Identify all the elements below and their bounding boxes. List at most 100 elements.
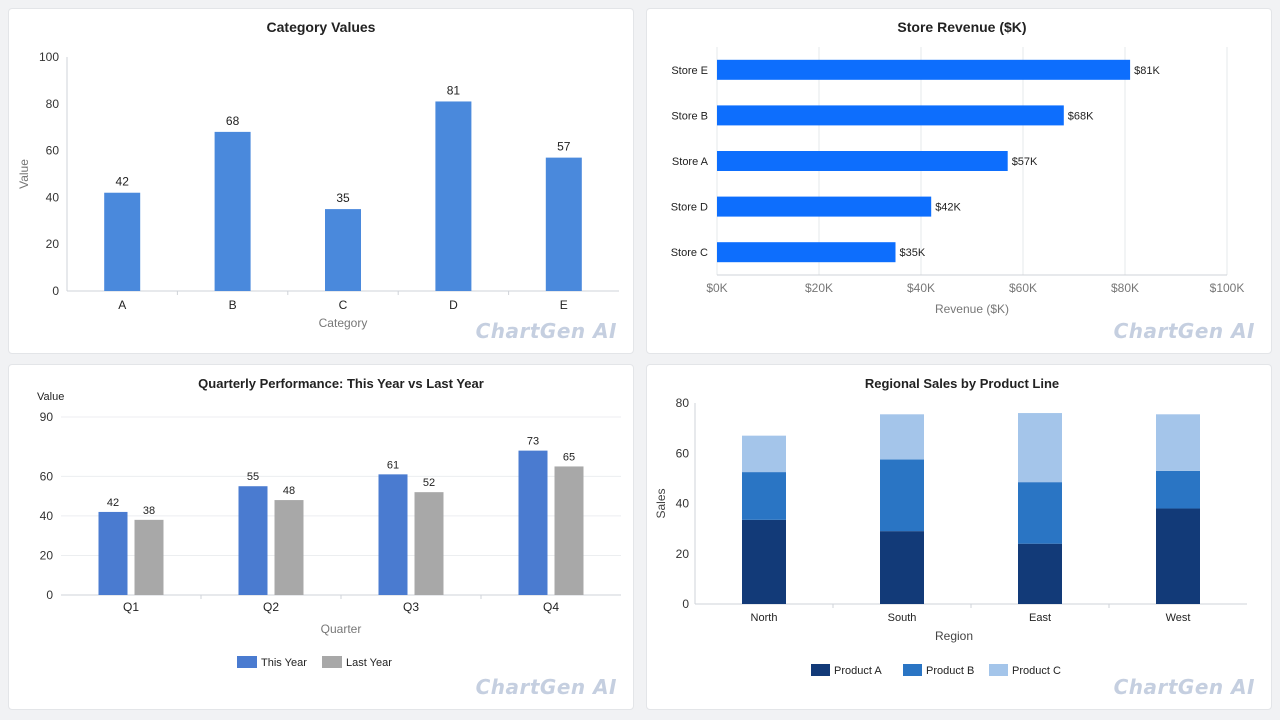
- data-label: 48: [283, 485, 295, 497]
- y-tick-label: Store C: [671, 247, 708, 259]
- x-tick-label: East: [1029, 612, 1051, 624]
- bar-segment: [880, 414, 924, 460]
- data-label: $57K: [1012, 156, 1038, 168]
- bar: [238, 486, 268, 595]
- x-tick-label: $40K: [907, 281, 935, 295]
- x-tick-label: A: [118, 298, 126, 312]
- x-axis-label: Region: [935, 629, 973, 643]
- y-tick-label: 40: [676, 497, 690, 511]
- x-tick-label: Q3: [403, 600, 419, 614]
- bar: [104, 192, 141, 291]
- store-revenue-chart: Store Revenue ($K) $0K $20K $40K $60K $80K $10…: [671, 19, 1245, 316]
- y-axis-label: Value: [17, 159, 31, 189]
- data-label: $35K: [900, 247, 926, 259]
- x-axis-label: Revenue ($K): [935, 302, 1009, 316]
- y-tick-label: 0: [682, 597, 689, 611]
- bar-segment: [880, 459, 924, 532]
- bar-segment: [742, 519, 786, 604]
- x-tick-label: Q1: [123, 600, 139, 614]
- y-tick-label: 60: [46, 144, 60, 158]
- y-tick-label: 0: [52, 284, 59, 298]
- bar: [214, 131, 251, 291]
- data-label: $68K: [1068, 110, 1094, 122]
- bar: [134, 519, 164, 595]
- bar: [378, 474, 408, 595]
- bar-segment: [1018, 543, 1062, 604]
- y-tick-label: 40: [46, 190, 60, 204]
- bar: [545, 157, 582, 291]
- y-tick-label: 80: [676, 396, 690, 410]
- y-tick-label: 100: [39, 50, 59, 64]
- quarterly-performance-chart: Quarterly Performance: This Year vs Last…: [37, 376, 621, 669]
- category-values-chart: Category Values 0 20 40 60 80 100 42 A 68 B 35 C 81 D 5…: [17, 19, 619, 330]
- y-tick-label: 60: [676, 446, 690, 460]
- data-label: 42: [116, 175, 130, 189]
- legend-swatch: [237, 656, 257, 668]
- bar-segment: [742, 435, 786, 473]
- y-tick-label: 60: [40, 469, 54, 483]
- watermark: ChartGen AI: [475, 319, 617, 343]
- y-tick-label: 20: [46, 237, 60, 251]
- x-axis-label: Quarter: [321, 622, 362, 636]
- legend-swatch: [811, 664, 830, 676]
- bar: [717, 242, 896, 263]
- x-tick-label: Q2: [263, 600, 279, 614]
- y-tick-label: Store D: [671, 202, 708, 214]
- x-tick-label: $80K: [1111, 281, 1139, 295]
- bar: [325, 209, 361, 291]
- legend-label: Product A: [834, 665, 882, 677]
- x-tick-label: E: [560, 298, 568, 312]
- data-label: 81: [447, 83, 461, 97]
- x-tick-label: $0K: [706, 281, 727, 295]
- data-label: $42K: [935, 202, 961, 214]
- quarterly-performance-panel: Quarterly Performance: This Year vs Last…: [8, 364, 634, 710]
- y-tick-label: Store A: [672, 156, 709, 168]
- x-tick-label: West: [1166, 612, 1191, 624]
- data-label: 57: [557, 140, 571, 154]
- x-tick-label: South: [888, 612, 917, 624]
- y-tick-label: 90: [40, 410, 54, 424]
- bar: [274, 500, 304, 595]
- watermark: ChartGen AI: [1113, 675, 1255, 699]
- bar: [717, 59, 1131, 80]
- y-tick-label: Store E: [671, 65, 708, 77]
- store-revenue-panel: Store Revenue ($K) $0K $20K $40K $60K $80K $10…: [646, 8, 1272, 354]
- bar-segment: [1156, 414, 1200, 471]
- legend-swatch: [989, 664, 1008, 676]
- bar-segment: [1018, 413, 1062, 483]
- regional-sales-panel: Regional Sales by Product Line 0 20 40 60 80 N…: [646, 364, 1272, 710]
- data-label: $81K: [1134, 65, 1160, 77]
- bar-segment: [1018, 482, 1062, 544]
- y-tick-label: 80: [46, 97, 60, 111]
- data-label: 42: [107, 497, 119, 509]
- x-tick-label: $100K: [1210, 281, 1245, 295]
- bar-segment: [1156, 508, 1200, 604]
- y-tick-label: 20: [40, 548, 54, 562]
- legend-label: Product C: [1012, 665, 1061, 677]
- watermark: ChartGen AI: [475, 675, 617, 699]
- watermark: ChartGen AI: [1113, 319, 1255, 343]
- x-tick-label: Q4: [543, 600, 559, 614]
- data-label: 35: [336, 191, 350, 205]
- legend-swatch: [322, 656, 342, 668]
- data-label: 52: [423, 477, 435, 489]
- data-label: 61: [387, 459, 399, 471]
- y-axis-label: Sales: [654, 488, 668, 518]
- data-label: 65: [563, 451, 575, 463]
- bar-segment: [880, 531, 924, 604]
- x-tick-label: D: [449, 298, 458, 312]
- data-label: 68: [226, 114, 240, 128]
- y-tick-label: 40: [40, 509, 54, 523]
- x-tick-label: C: [339, 298, 348, 312]
- legend-label: Product B: [926, 665, 974, 677]
- data-label: 38: [143, 505, 155, 517]
- legend-label: This Year: [261, 657, 307, 669]
- chart-title: Category Values: [267, 19, 376, 35]
- regional-sales-chart: Regional Sales by Product Line 0 20 40 60 80 N…: [654, 376, 1247, 677]
- data-label: 73: [527, 436, 539, 448]
- data-label: 55: [247, 471, 259, 483]
- legend-swatch: [903, 664, 922, 676]
- bar-segment: [742, 472, 786, 520]
- y-tick-label: 20: [676, 547, 690, 561]
- chart-title: Regional Sales by Product Line: [865, 376, 1059, 391]
